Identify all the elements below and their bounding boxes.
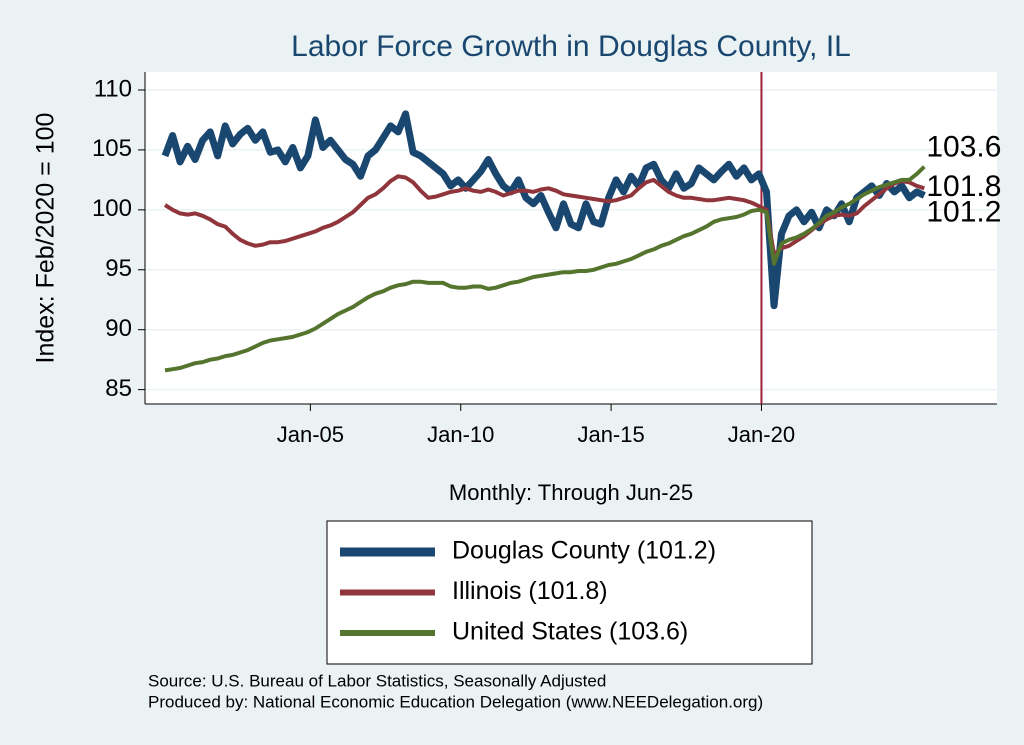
series-line <box>164 165 926 373</box>
credit-note: Produced by: National Economic Education… <box>148 692 763 711</box>
x-tick-label: Jan-15 <box>577 422 644 447</box>
end-label: 101.8 <box>926 170 1001 203</box>
legend-label: Douglas County (101.2) <box>452 537 716 565</box>
source-note: Source: U.S. Bureau of Labor Statistics,… <box>148 671 606 690</box>
x-axis-label: Monthly: Through Jun-25 <box>449 480 693 505</box>
plot-area <box>145 72 997 404</box>
legend-label: United States (103.6) <box>452 618 688 646</box>
chart-title: Labor Force Growth in Douglas County, IL <box>291 30 851 63</box>
x-tick-label: Jan-20 <box>728 422 795 447</box>
y-tick-label: 100 <box>92 195 132 222</box>
y-tick-label: 105 <box>92 135 132 162</box>
series-line <box>163 174 925 257</box>
x-tick-label: Jan-10 <box>427 422 494 447</box>
end-label: 103.6 <box>926 131 1001 164</box>
legend-label: Illinois (101.8) <box>452 577 608 605</box>
end-label: 101.2 <box>926 195 1001 228</box>
y-tick-label: 110 <box>94 75 132 102</box>
y-tick-label: 85 <box>105 375 132 402</box>
y-tick-label: 90 <box>105 315 132 342</box>
y-tick-label: 95 <box>105 255 132 282</box>
y-axis-label: Index: Feb/2020 = 100 <box>32 113 60 364</box>
series-line <box>161 110 926 310</box>
x-tick-label: Jan-05 <box>277 422 344 447</box>
